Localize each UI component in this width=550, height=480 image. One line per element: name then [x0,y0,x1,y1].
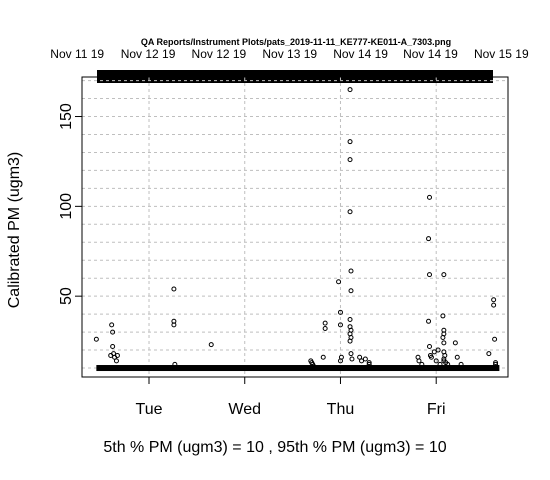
data-point [427,272,433,278]
x-tick-label: Thu [327,401,355,418]
data-point [491,302,497,308]
chart-title: QA Reports/Instrument Plots/pats_2019-11… [141,37,451,47]
data-point [322,325,328,331]
y-axis: 50 100 150 [58,103,83,305]
y-tick-label: 100 [58,193,75,220]
data-point [441,272,447,278]
data-points [93,87,499,369]
top-axis-date-label: Nov 11 19 [50,47,104,61]
x-axis: Tue Wed Thu Fri [136,376,446,418]
baseline-band [96,365,500,372]
data-point [347,157,353,163]
data-point [426,236,432,242]
data-point [320,354,326,360]
data-point [347,209,353,215]
data-point [171,286,177,292]
data-point [347,338,353,344]
data-point [486,351,492,357]
data-point [416,358,422,364]
y-tick-label: 150 [58,103,75,130]
data-point [359,358,365,364]
x-tick-label: Wed [228,401,261,418]
data-point [452,340,458,346]
data-point [491,297,497,303]
data-point [362,356,368,362]
data-point [433,358,439,364]
data-point [114,352,120,358]
data-point [441,340,447,346]
top-axis-date-label: Nov 12 19 [121,47,176,61]
y-axis-label: Calibrated PM (ugm3) [6,152,23,309]
data-point [348,351,354,357]
data-point [208,342,214,348]
data-point [110,329,116,335]
data-point [440,313,446,319]
data-point [337,309,343,315]
data-point [336,279,342,285]
grid [82,77,508,377]
data-point [427,343,433,349]
y-tick-label: 50 [58,287,75,305]
top-axis-date-label: Nov 15 19 [474,47,529,61]
data-point [322,320,328,326]
data-point [348,268,354,274]
top-axis-date-label: Nov 12 19 [192,47,247,61]
data-point [109,322,115,328]
data-point [337,322,343,328]
data-point [427,194,433,200]
data-point [171,322,177,328]
data-point [428,354,434,360]
data-point [492,336,498,342]
top-axis: Nov 11 19 Nov 12 19 Nov 12 19 Nov 13 19 Nov … [50,47,529,61]
data-point [347,317,353,323]
data-point [366,360,372,366]
data-point [348,288,354,294]
x-tick-label: Tue [136,401,163,418]
data-point [431,349,437,355]
data-point [349,356,355,362]
summary-text: 5th % PM (ugm3) = 10 , 95th % PM (ugm3) … [103,439,447,456]
data-point [347,87,353,93]
data-point [435,347,441,353]
x-tick-label: Fri [427,401,446,418]
top-axis-date-label: Nov 14 19 [333,47,388,61]
data-point [93,336,99,342]
data-point [454,354,460,360]
data-point [110,343,116,349]
data-point [493,360,499,366]
data-point [347,139,353,145]
data-point [113,358,119,364]
data-point [440,334,446,340]
data-point [338,354,344,360]
data-point [426,318,432,324]
top-axis-date-label: Nov 14 19 [403,47,458,61]
top-axis-date-label: Nov 13 19 [262,47,317,61]
